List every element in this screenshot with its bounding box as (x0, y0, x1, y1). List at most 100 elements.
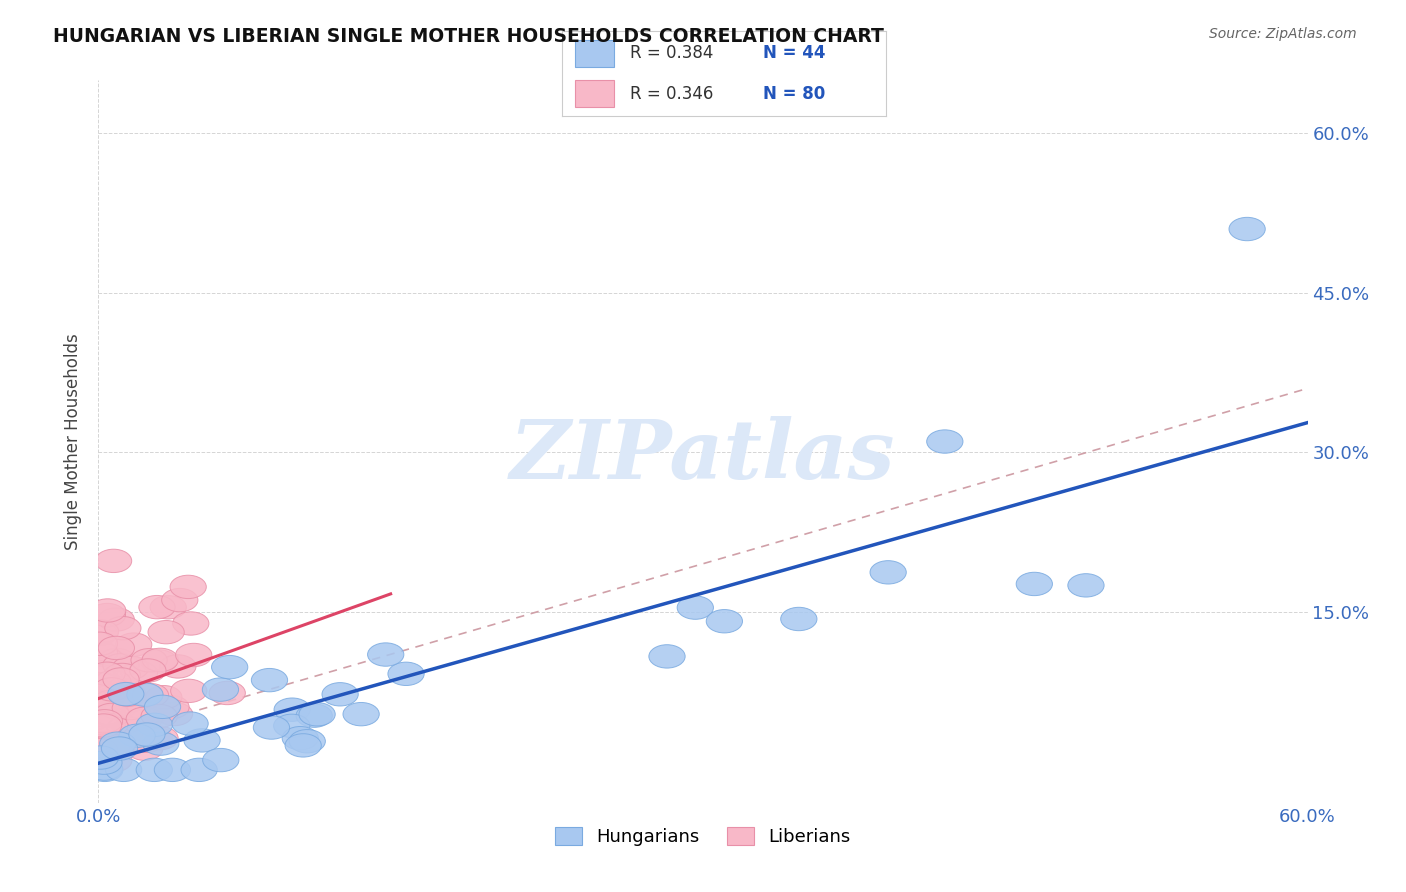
Ellipse shape (322, 682, 359, 706)
Ellipse shape (146, 686, 181, 709)
Ellipse shape (82, 711, 118, 734)
Ellipse shape (98, 636, 135, 659)
Ellipse shape (870, 561, 907, 584)
Ellipse shape (91, 714, 128, 737)
Ellipse shape (87, 758, 122, 781)
Ellipse shape (141, 649, 177, 673)
Ellipse shape (115, 727, 152, 750)
Ellipse shape (84, 643, 121, 666)
Ellipse shape (202, 748, 239, 772)
Ellipse shape (82, 622, 118, 645)
Text: Source: ZipAtlas.com: Source: ZipAtlas.com (1209, 27, 1357, 41)
Ellipse shape (84, 682, 121, 706)
Ellipse shape (153, 696, 190, 719)
Bar (575, 40, 614, 67)
Ellipse shape (110, 683, 146, 706)
Ellipse shape (89, 686, 125, 709)
Ellipse shape (285, 734, 322, 757)
Ellipse shape (648, 645, 685, 668)
Ellipse shape (83, 746, 118, 769)
Ellipse shape (84, 726, 120, 749)
Ellipse shape (211, 656, 247, 679)
Ellipse shape (94, 678, 129, 701)
Ellipse shape (83, 673, 120, 696)
Ellipse shape (274, 714, 309, 738)
Ellipse shape (172, 712, 208, 735)
Ellipse shape (127, 707, 163, 731)
Ellipse shape (202, 678, 239, 701)
Ellipse shape (181, 758, 218, 781)
Ellipse shape (107, 716, 143, 739)
Ellipse shape (131, 648, 167, 672)
Ellipse shape (90, 734, 127, 757)
Ellipse shape (162, 589, 198, 612)
Ellipse shape (93, 690, 129, 714)
Ellipse shape (136, 726, 173, 749)
Ellipse shape (388, 662, 425, 686)
Ellipse shape (98, 648, 135, 672)
Ellipse shape (780, 607, 817, 631)
Ellipse shape (82, 748, 118, 772)
Ellipse shape (100, 732, 136, 756)
Ellipse shape (367, 643, 404, 666)
Ellipse shape (142, 726, 179, 750)
Ellipse shape (252, 668, 288, 692)
Ellipse shape (83, 620, 118, 643)
Ellipse shape (136, 713, 173, 737)
Ellipse shape (274, 698, 311, 722)
Ellipse shape (84, 692, 120, 715)
Ellipse shape (176, 643, 212, 666)
Ellipse shape (89, 701, 125, 724)
Ellipse shape (103, 654, 139, 677)
Ellipse shape (89, 662, 125, 685)
Ellipse shape (148, 621, 184, 644)
Ellipse shape (1067, 574, 1104, 597)
Ellipse shape (97, 687, 132, 710)
Ellipse shape (120, 724, 155, 747)
Ellipse shape (98, 607, 135, 632)
Ellipse shape (112, 656, 149, 680)
Ellipse shape (136, 758, 173, 781)
Text: R = 0.346: R = 0.346 (630, 85, 714, 103)
Ellipse shape (82, 632, 118, 656)
Ellipse shape (103, 668, 139, 691)
Ellipse shape (84, 709, 121, 732)
Ellipse shape (129, 659, 166, 682)
Ellipse shape (297, 704, 332, 727)
Ellipse shape (156, 702, 193, 726)
Ellipse shape (142, 732, 179, 756)
Ellipse shape (170, 679, 207, 703)
Ellipse shape (87, 685, 124, 708)
Ellipse shape (283, 726, 318, 750)
Ellipse shape (96, 725, 132, 748)
Ellipse shape (129, 723, 165, 747)
Ellipse shape (184, 729, 221, 752)
Text: R = 0.384: R = 0.384 (630, 45, 714, 62)
Ellipse shape (209, 681, 246, 705)
Ellipse shape (115, 633, 152, 657)
Ellipse shape (253, 716, 290, 739)
Ellipse shape (90, 710, 127, 733)
Ellipse shape (142, 648, 179, 672)
Ellipse shape (112, 697, 149, 720)
Ellipse shape (86, 751, 122, 774)
Ellipse shape (93, 738, 129, 761)
Ellipse shape (82, 743, 118, 766)
Ellipse shape (96, 549, 132, 573)
Ellipse shape (1017, 573, 1053, 596)
Legend: Hungarians, Liberians: Hungarians, Liberians (546, 818, 860, 855)
Ellipse shape (82, 739, 118, 762)
Ellipse shape (100, 697, 136, 720)
Ellipse shape (105, 758, 142, 781)
Ellipse shape (90, 599, 125, 622)
Text: ZIPatlas: ZIPatlas (510, 416, 896, 496)
Text: HUNGARIAN VS LIBERIAN SINGLE MOTHER HOUSEHOLDS CORRELATION CHART: HUNGARIAN VS LIBERIAN SINGLE MOTHER HOUS… (53, 27, 884, 45)
Ellipse shape (150, 596, 187, 619)
Ellipse shape (93, 734, 129, 757)
Ellipse shape (86, 714, 122, 737)
Ellipse shape (299, 703, 335, 726)
Ellipse shape (94, 670, 131, 694)
Ellipse shape (127, 683, 163, 706)
Ellipse shape (110, 690, 146, 713)
Ellipse shape (82, 661, 118, 684)
